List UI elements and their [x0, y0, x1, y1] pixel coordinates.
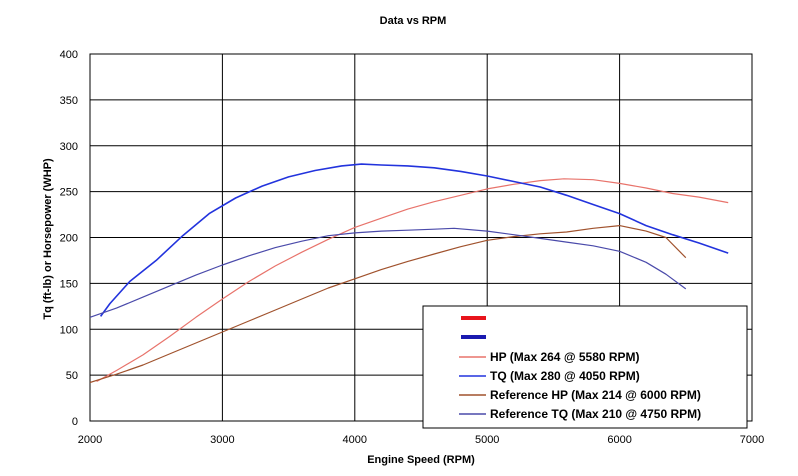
y-tick-label: 300 — [60, 141, 78, 153]
y-axis-label: Tq (ft-lb) or Horsepower (WHP) — [42, 158, 54, 320]
y-tick-label: 0 — [72, 416, 78, 428]
x-tick-label: 2000 — [78, 434, 102, 446]
series-line-1 — [96, 178, 729, 383]
y-tick-label: 400 — [60, 49, 78, 61]
y-tick-label: 250 — [60, 187, 78, 199]
legend-label: TQ (Max 280 @ 4050 RPM) — [490, 369, 640, 383]
legend-label: Reference TQ (Max 210 @ 4750 RPM) — [490, 407, 701, 421]
chart-title: Data vs RPM — [380, 15, 447, 27]
x-tick-label: 3000 — [210, 434, 234, 446]
legend: HP (Max 264 @ 5580 RPM) TQ (Max 280 @ 405… — [422, 305, 748, 429]
series-line-2 — [99, 163, 729, 317]
x-tick-label: 4000 — [343, 434, 367, 446]
y-tick-label: 150 — [60, 278, 78, 290]
legend-label: HP (Max 264 @ 5580 RPM) — [490, 350, 640, 364]
legend-label: Reference HP (Max 214 @ 6000 RPM) — [490, 388, 701, 402]
x-tick-label: 7000 — [740, 434, 764, 446]
x-tick-label: 5000 — [475, 434, 499, 446]
y-tick-label: 100 — [60, 324, 78, 336]
y-tick-labels: 0 50 100 150 200 250 300 350 400 — [60, 49, 78, 428]
legend-box — [422, 305, 748, 429]
x-axis-label: Engine Speed (RPM) — [367, 454, 475, 466]
y-tick-label: 50 — [66, 370, 78, 382]
series-line-3 — [89, 225, 687, 384]
y-tick-label: 200 — [60, 233, 78, 245]
series-line-4 — [89, 227, 687, 318]
x-tick-labels: 2000 3000 4000 5000 6000 7000 — [78, 434, 764, 446]
y-tick-label: 350 — [60, 95, 78, 107]
x-tick-label: 6000 — [607, 434, 631, 446]
series-lines — [89, 163, 729, 384]
